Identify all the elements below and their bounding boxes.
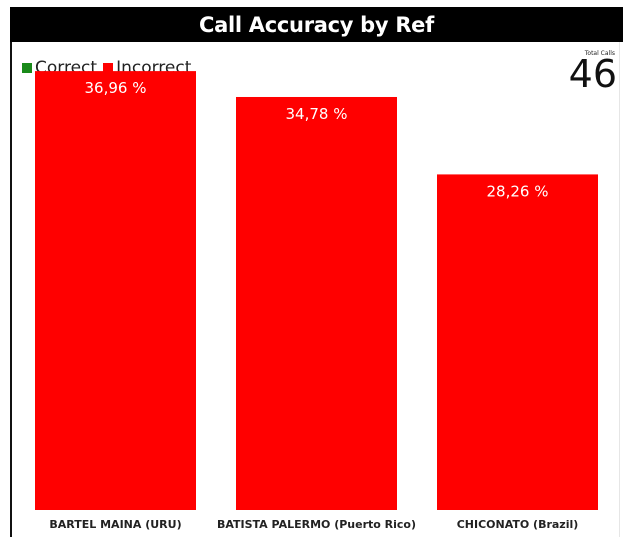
x-tick-label-1: BARTEL MAINA (URU) [49,518,181,531]
total-calls-label: Total Calls [584,50,615,57]
legend-swatch-incorrect [103,63,114,73]
bar-2[interactable] [236,96,397,511]
data-label-3: 28,26 % [487,182,549,200]
legend-swatch-correct [22,63,32,73]
bar-1[interactable] [35,71,196,510]
frame-right-border [619,42,620,537]
total-calls-value: 46 [568,52,617,96]
bar-3[interactable] [437,174,598,510]
chart-title: Call Accuracy by Ref [10,7,623,42]
data-label-1: 36,96 % [85,79,147,97]
data-label-2: 34,78 % [286,105,348,123]
x-tick-label-3: CHICONATO (Brazil) [457,518,579,531]
x-tick-label-2: BATISTA PALERMO (Puerto Rico) [217,518,416,531]
frame-left-border [10,42,12,537]
